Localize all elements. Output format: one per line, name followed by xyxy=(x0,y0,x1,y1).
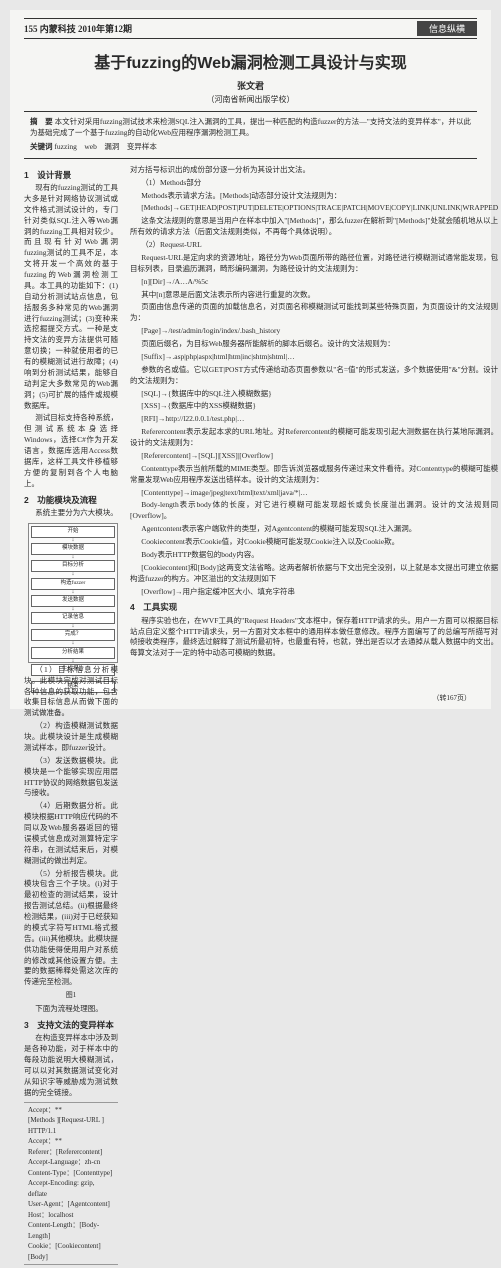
list-item: User-Agent：[Agentcontent] xyxy=(28,1199,114,1210)
list-item: Accept：** xyxy=(28,1105,114,1116)
list-item: Host：localhost xyxy=(28,1210,114,1221)
r-p18: Contenttype表示当前所载的MIME类型。即告诉浏览器或服务传递过来文件… xyxy=(130,464,498,486)
keywords-label: 关键词 xyxy=(30,142,53,151)
arrow-icon: ↓ xyxy=(31,608,115,611)
r-p11: [Suffix]→.asp|php|aspx|html|htm|inc|shtm… xyxy=(130,352,498,363)
arrow-icon: ↓ xyxy=(31,625,115,628)
page-number: 155 xyxy=(24,24,38,34)
figure-caption: 图1 xyxy=(24,990,118,1000)
flow-node: 分析结果 xyxy=(31,647,115,659)
body-columns: 1 设计背景 现有的fuzzing测试的工具大多是针对网络协议测试或文件格式测试… xyxy=(24,165,477,1268)
flow-start: 开始 xyxy=(31,526,115,538)
header-left: 155 内蒙科技 2010年第12期 xyxy=(24,22,132,35)
r-p10: 页面后缀名，为目标Web服务器所能解析的脚本后缀名。设计的文法规则为： xyxy=(130,339,498,350)
r-p17: [Referercontent]→[SQL]|[XSS]|[Overflow] xyxy=(130,451,498,462)
arrow-icon: ↓ xyxy=(31,573,115,576)
flow-decision: 完成？ xyxy=(31,629,115,641)
r-li1: （1）Methods部分 xyxy=(130,178,498,189)
arrow-icon: ↓ xyxy=(31,642,115,645)
r-p25: [Overflow]→用户指定缓冲区大小、填充字符串 xyxy=(130,587,498,598)
r-p4: 这条文法规则的意思是当用户在样本中加入"[Methods]"，那么fuzzer在… xyxy=(130,216,498,238)
r-p3: [Methods]→GET|HEAD|POST|PUT|DELETE|OPTIO… xyxy=(130,203,498,214)
continuation-note: （转167页） xyxy=(433,693,472,703)
s2-para2: 下面为流程处理图。 xyxy=(24,1004,118,1015)
r-p5: Request-URL是定向求的资源地址，路径分为Web页面所带的路径位置，对路… xyxy=(130,253,498,275)
page-header: 155 内蒙科技 2010年第12期 信息纵横 xyxy=(24,18,477,39)
r-p2: Methods表示请求方法。[Methods]动态部分设计文法规则为： xyxy=(130,191,498,202)
r-p12: 参数的名或值。它以GET|POST方式传递给动态页面参数以"名=值"的形式发送，… xyxy=(130,365,498,387)
article-title: 基于fuzzing的Web漏洞检测工具设计与实现 xyxy=(24,49,477,73)
http-header-list: Accept：** [Methods ][Request-URL ] HTTP/… xyxy=(24,1102,118,1266)
r-p23: Body表示HTTP数据包的body内容。 xyxy=(130,550,498,561)
list-item: Referer：[Referercontent] xyxy=(28,1147,114,1158)
right-column: 对方括号标识出的成份部分逐一分析为其设计出文法。 （1）Methods部分 Me… xyxy=(130,165,498,1268)
issue-info: 2010年第12期 xyxy=(78,24,132,34)
arrow-icon: ↓ xyxy=(31,556,115,559)
r-p7: 其中[n]意思是后面文法表示所内容进行重复的次数。 xyxy=(130,290,498,301)
section-3-head: 3 支持文法的变异样本 xyxy=(24,1019,118,1031)
r-p14: [XSS]→{数据库中的XSS模糊数据} xyxy=(130,401,498,412)
r-p20: Body-length表示body体的长度，对它进行模糊可能发现超长或负长度溢出… xyxy=(130,500,498,522)
r-p15: [RFI]→http://l22.0.0.1/test.php|… xyxy=(130,414,498,425)
s2-li5: （5）分析报告模块。此模块包含三个子块。(i)对于最初检查的测试结果，设计报告测… xyxy=(24,869,118,989)
keywords-text: fuzzing web 漏洞 变异样本 xyxy=(54,142,156,151)
s1-para2: 测试目标支持各种系统，但测试系统本身选择Windows，选择C#作为开发语言，数… xyxy=(24,413,118,489)
list-item: [Methods ][Request-URL ] HTTP/1.1 xyxy=(28,1115,114,1136)
r-p22: Cookiecontent表示Cookie值，对Cookie模糊可能发现Cook… xyxy=(130,537,498,548)
r-p26: 程序实验也在，在WVF工具的"Request Headers"文本框中，保存着H… xyxy=(130,616,498,660)
journal-name: 内蒙科技 xyxy=(40,24,76,34)
r-p1: 对方括号标识出的成份部分逐一分析为其设计出文法。 xyxy=(130,165,498,176)
r-p9: [Page]→/test/admin/login/index/.bash_his… xyxy=(130,326,498,337)
list-item: Content-Type：[Contenttype] xyxy=(28,1168,114,1179)
abstract-text: 本文针对采用fuzzing测试技术来检测SQL注入漏洞的工具，提出一种匹配的构造… xyxy=(30,117,471,137)
s2-para1: 系统主要分为六大模块。 xyxy=(24,508,118,519)
r-p19: [Contenttype]→image/jpeg|text/html|text/… xyxy=(130,488,498,499)
arrow-icon: ↓ xyxy=(31,539,115,542)
r-p6: [n][Dir]→/A…A/%5c xyxy=(130,277,498,288)
list-item: Accept-Encoding: gzip, deflate xyxy=(28,1178,114,1199)
section-1-head: 1 设计背景 xyxy=(24,169,118,181)
r-p24: [Cookiecontent]和[Body]这两变文法省略。这两者解析依据与下文… xyxy=(130,563,498,585)
arrow-icon: ↓ xyxy=(31,660,115,663)
list-item: Accept-Language：zh-cn xyxy=(28,1157,114,1168)
r-p8: 页面由信息传递的页面的加载信息名，对页面名称模糊测试可能找到某些特殊页面，为页面… xyxy=(130,302,498,324)
r-p21: Agentcontent表示客户端软件的类型，对Agentcontent的模糊可… xyxy=(130,524,498,535)
flowchart-figure: 开始 ↓ 模块数据 ↓ 目标分析 ↓ 构造fuzzer ↓ 发送数据 ↓ 记录信… xyxy=(28,523,118,663)
left-column: 1 设计背景 现有的fuzzing测试的工具大多是针对网络协议测试或文件格式测试… xyxy=(24,165,118,1268)
s2-li2: （2）构造模糊测试数据块。此模块设计是生成模糊测试样本，即fuzzer设计。 xyxy=(24,721,118,754)
flow-node: 发送数据 xyxy=(31,595,115,607)
list-item: Cookie：[Cookiecontent] xyxy=(28,1241,114,1252)
list-item: [Body] xyxy=(28,1252,114,1263)
abstract-label: 摘 要 xyxy=(30,117,53,126)
flow-node: 构造fuzzer xyxy=(31,578,115,590)
r-p13: [SQL]→{数据库中的SQL注入模糊数据} xyxy=(130,389,498,400)
author-affiliation: （河南省新闻出版学校） xyxy=(24,94,477,105)
s3-para1: 在构造变异样本中涉及到是各种功能，对于样本中的每段功能说明大模糊测试，可以以对其… xyxy=(24,1033,118,1098)
arrow-icon: ↓ xyxy=(31,591,115,594)
s2-li4: （4）后期数据分析。此模块根据HTTP响应代码的不同以及Web服务器返回的错误模… xyxy=(24,801,118,866)
r-li2: （2）Request-URL xyxy=(130,240,498,251)
r-p16: Referercontent表示发起本求的URL地址。对Refererconte… xyxy=(130,427,498,449)
author-name: 张文君 xyxy=(24,79,477,92)
abstract-block: 摘 要 本文针对采用fuzzing测试技术来检测SQL注入漏洞的工具，提出一种匹… xyxy=(24,111,477,159)
s2-li3: （3）发送数据模块。此模块是一个能够实现应用层HTTP协议的网络数据包发送与接收… xyxy=(24,756,118,800)
list-item: Content-Length：[Body-Length] xyxy=(28,1220,114,1241)
section-2-head: 2 功能模块及流程 xyxy=(24,494,118,506)
section-4-head: 4 工具实现 xyxy=(130,601,498,613)
list-item: Accept：** xyxy=(28,1136,114,1147)
s1-para1: 现有的fuzzing测试的工具大多是针对网络协议测试或文件格式测试设计的，专门针… xyxy=(24,183,118,411)
category-badge: 信息纵横 xyxy=(417,21,477,36)
